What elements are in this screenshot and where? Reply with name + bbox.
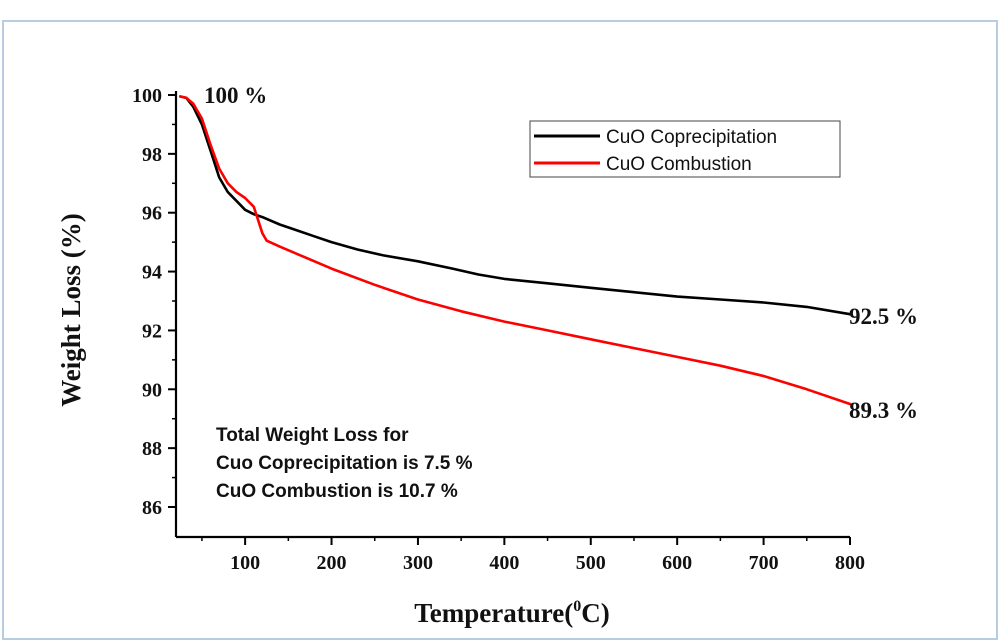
x-tick-label: 600 [662,552,692,574]
legend-label-coprecipitation: CuO Coprecipitation [606,127,777,148]
y-tick-label: 90 [142,379,162,401]
y-tick-label: 94 [142,262,162,284]
legend-label-combustion: CuO Combustion [606,154,752,175]
y-tick-label: 96 [142,203,162,225]
x-axis-title-sup: 0 [573,598,581,615]
x-tick-label: 300 [403,552,433,574]
x-axis-title-main: Temperature( [414,598,573,628]
series-line-combustion [179,95,852,406]
series-layer [179,95,852,406]
y-ticks: 86 88 90 92 94 96 98 100 [132,85,176,519]
x-tick-label: 200 [317,552,347,574]
x-axis-title-end: C) [581,598,610,628]
y-tick-label: 98 [142,144,162,166]
x-ticks: 100 200 300 400 500 600 700 800 [201,537,865,574]
x-tick-label: 800 [835,552,865,574]
legend-box [529,120,841,178]
x-tick-label: 400 [489,552,519,574]
y-tick-label: 86 [142,497,162,519]
summary-line-1: Total Weight Loss for [216,425,409,446]
summary-annotation: Total Weight Loss for Cuo Coprecipitatio… [216,425,473,502]
y-tick-label: 88 [142,438,162,460]
x-axis-title: Temperature(0C) [414,598,609,628]
summary-line-2: Cuo Coprecipitation is 7.5 % [216,453,473,474]
summary-line-3: CuO Combustion is 10.7 % [216,481,458,502]
annotation-end-coprecipitation: 92.5 % [849,304,918,329]
y-axis-title: Weight Loss (%) [56,213,86,407]
x-tick-label: 700 [749,552,779,574]
y-tick-label: 100 [132,85,162,107]
series-line-coprecipitation [179,95,852,316]
annotation-end-combustion: 89.3 % [849,398,918,423]
x-tick-label: 500 [576,552,606,574]
legend: CuO Coprecipitation CuO Combustion [529,120,841,178]
annotation-start-label: 100 % [204,83,267,108]
x-tick-label: 100 [230,552,260,574]
y-tick-label: 92 [142,320,162,342]
